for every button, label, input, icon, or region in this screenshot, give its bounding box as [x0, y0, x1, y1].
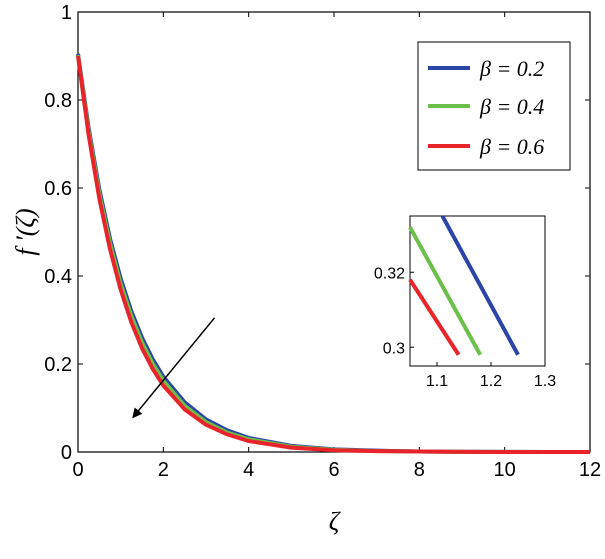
- x-tick-label: 2: [158, 459, 169, 481]
- inset-series-line-0-4: [408, 226, 482, 356]
- y-tick-label: 0.4: [44, 266, 72, 288]
- inset-y-tick-label: 0.32: [374, 265, 405, 282]
- main-axis-ticks: 0 2 4 6 8 10 12 0 0.2 0.4 0.6 0.8 1: [44, 2, 601, 481]
- inset-series-line-0-6: [408, 278, 461, 356]
- inset-series-lines: [408, 215, 520, 356]
- y-tick-label: 0.2: [44, 354, 72, 376]
- legend-label-beta-0-4: β = 0.4: [479, 94, 544, 119]
- x-tick-label: 0: [72, 459, 83, 481]
- annotation-arrow: [132, 317, 216, 419]
- y-tick-label: 1: [61, 2, 72, 24]
- y-tick-label: 0: [61, 442, 72, 464]
- y-tick-label: 0.6: [44, 178, 72, 200]
- inset-x-tick-label: 1.1: [426, 373, 448, 390]
- x-tick-label: 10: [494, 459, 516, 481]
- x-tick-label: 12: [579, 459, 601, 481]
- inset-plot: 1.1 1.2 1.3 0.3 0.32: [374, 215, 556, 390]
- legend-label-beta-0-6: β = 0.6: [479, 134, 544, 159]
- inset-axis-ticks: 1.1 1.2 1.3 0.3 0.32: [374, 265, 556, 390]
- legend: β = 0.2 β = 0.4 β = 0.6: [417, 41, 571, 171]
- y-axis-label: f ′(ζ): [11, 208, 40, 255]
- inset-x-tick-label: 1.2: [480, 373, 502, 390]
- x-tick-label: 4: [243, 459, 254, 481]
- x-tick-label: 8: [414, 459, 425, 481]
- inset-x-tick-label: 1.3: [534, 373, 556, 390]
- legend-label-beta-0-2: β = 0.2: [479, 56, 544, 81]
- x-tick-label: 6: [328, 459, 339, 481]
- series-line-0-6: [76, 55, 590, 454]
- inset-y-tick-label: 0.3: [383, 340, 405, 357]
- inset-series-line-0-2: [440, 215, 520, 356]
- x-axis-label: ζ: [329, 507, 341, 536]
- y-tick-label: 0.8: [44, 90, 72, 112]
- inset-plot-frame: [409, 215, 546, 367]
- main-series-lines: [76, 53, 591, 454]
